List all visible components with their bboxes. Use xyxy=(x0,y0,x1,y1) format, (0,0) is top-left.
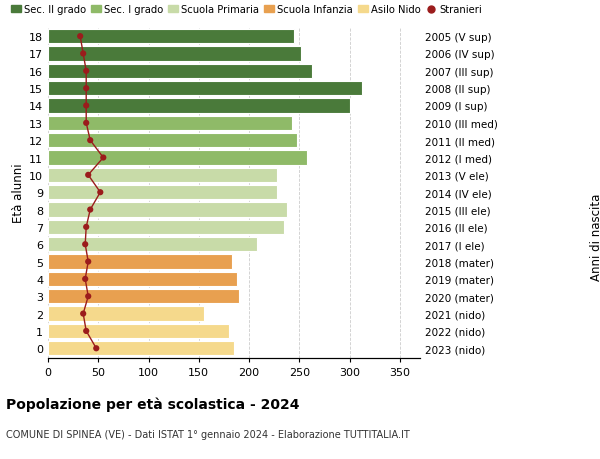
Point xyxy=(83,258,93,266)
Bar xyxy=(48,290,239,304)
Bar xyxy=(48,65,313,79)
Point xyxy=(79,310,88,318)
Bar xyxy=(48,151,307,165)
Text: COMUNE DI SPINEA (VE) - Dati ISTAT 1° gennaio 2024 - Elaborazione TUTTITALIA.IT: COMUNE DI SPINEA (VE) - Dati ISTAT 1° ge… xyxy=(6,429,410,439)
Point xyxy=(80,241,90,248)
Point xyxy=(95,189,105,196)
Point xyxy=(82,120,91,127)
Bar xyxy=(48,47,301,62)
Bar xyxy=(48,82,362,96)
Bar xyxy=(48,324,229,338)
Point xyxy=(82,224,91,231)
Point xyxy=(91,345,101,352)
Point xyxy=(98,155,108,162)
Bar xyxy=(48,134,298,148)
Bar xyxy=(48,186,277,200)
Text: Popolazione per età scolastica - 2024: Popolazione per età scolastica - 2024 xyxy=(6,397,299,412)
Bar xyxy=(48,99,350,113)
Bar xyxy=(48,168,277,183)
Point xyxy=(82,68,91,75)
Point xyxy=(82,328,91,335)
Bar xyxy=(48,307,204,321)
Bar xyxy=(48,30,295,44)
Bar xyxy=(48,220,284,235)
Point xyxy=(83,293,93,300)
Text: Anni di nascita: Anni di nascita xyxy=(590,193,600,280)
Point xyxy=(82,85,91,93)
Point xyxy=(76,34,85,41)
Bar xyxy=(48,117,292,131)
Point xyxy=(85,137,95,145)
Point xyxy=(80,275,90,283)
Bar xyxy=(48,341,234,356)
Point xyxy=(79,50,88,58)
Bar xyxy=(48,272,237,286)
Point xyxy=(82,103,91,110)
Point xyxy=(85,207,95,214)
Legend: Sec. II grado, Sec. I grado, Scuola Primaria, Scuola Infanzia, Asilo Nido, Stran: Sec. II grado, Sec. I grado, Scuola Prim… xyxy=(11,5,482,15)
Bar xyxy=(48,255,232,269)
Bar xyxy=(48,203,287,217)
Bar xyxy=(48,238,257,252)
Point xyxy=(83,172,93,179)
Y-axis label: Età alunni: Età alunni xyxy=(12,163,25,223)
